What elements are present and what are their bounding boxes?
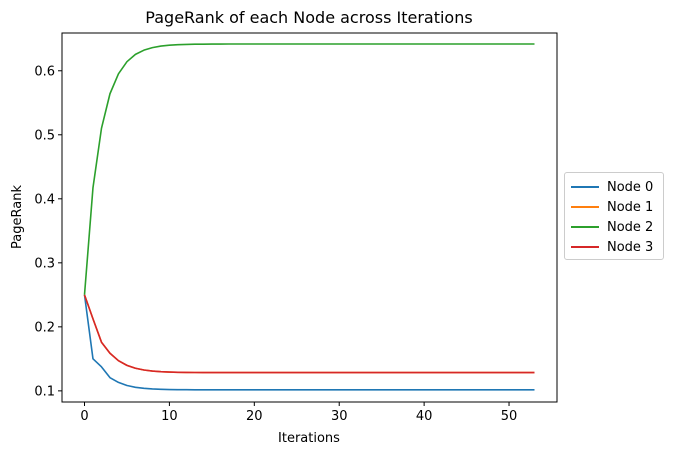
x-axis-label: Iterations — [278, 431, 340, 446]
legend-item-node-2: Node 2 — [565, 217, 663, 237]
y-tick-label: 0.2 — [34, 320, 55, 335]
legend-swatch — [571, 246, 599, 248]
legend-swatch — [571, 186, 599, 188]
series-line-node-2 — [83, 43, 535, 295]
y-axis: 0.1 0.2 0.3 0.4 0.5 0.6 — [34, 64, 62, 399]
legend-item-node-1: Node 1 — [565, 197, 663, 217]
legend-item-node-0: Node 0 — [565, 177, 663, 197]
x-axis: 0 10 20 30 40 50 — [80, 402, 517, 424]
legend-label: Node 2 — [607, 219, 654, 235]
legend-label: Node 3 — [607, 239, 654, 255]
y-tick-label: 0.4 — [34, 192, 55, 207]
x-tick-label: 10 — [161, 409, 178, 424]
y-tick-label: 0.1 — [34, 384, 55, 399]
legend-label: Node 0 — [607, 179, 654, 195]
x-tick-label: 30 — [331, 409, 348, 424]
y-tick-label: 0.3 — [34, 256, 55, 271]
legend-label: Node 1 — [607, 199, 654, 215]
legend-swatch — [571, 226, 599, 228]
legend-item-node-3: Node 3 — [565, 237, 663, 257]
x-tick-label: 20 — [246, 409, 263, 424]
x-tick-label: 50 — [501, 409, 518, 424]
x-tick-label: 40 — [416, 409, 433, 424]
series-line-node-0 — [83, 294, 535, 391]
chart-title: PageRank of each Node across Iterations — [145, 8, 472, 27]
legend-swatch — [571, 206, 599, 208]
x-tick-label: 0 — [80, 409, 88, 424]
y-axis-label: PageRank — [10, 185, 25, 249]
legend: Node 0 Node 1 Node 2 Node 3 — [564, 172, 664, 260]
y-tick-label: 0.6 — [34, 64, 55, 79]
plot-area — [62, 33, 557, 402]
y-tick-label: 0.5 — [34, 128, 55, 143]
plot-frame — [61, 32, 558, 403]
series-lines — [83, 43, 535, 391]
series-line-node-3 — [83, 294, 535, 374]
